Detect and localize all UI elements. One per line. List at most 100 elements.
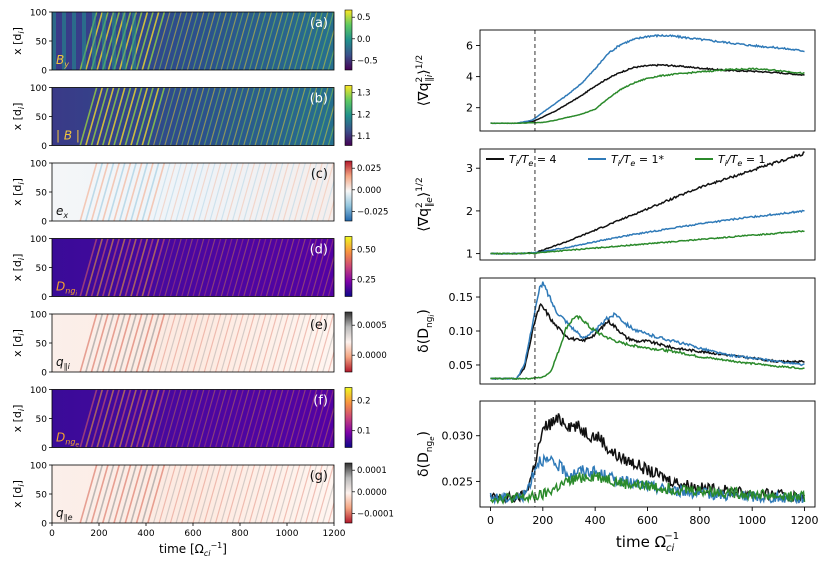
wave-stripe — [214, 389, 233, 448]
wave-stripe — [248, 87, 267, 146]
wave-stripe — [220, 87, 239, 146]
wave-stripe — [305, 12, 323, 70]
wave-stripe — [158, 238, 177, 297]
y-tick-label: 4 — [466, 71, 473, 84]
wave-stripe — [198, 12, 216, 70]
wave-stripe — [124, 314, 143, 372]
line-panel: 2 4 6 ⟨∇q2∥i⟩1/2 — [415, 29, 816, 132]
y-axis-label: ⟨∇q2∥i⟩1/2 — [415, 55, 435, 106]
wave-stripe — [147, 389, 166, 448]
wave-stripe — [90, 465, 109, 523]
panel-quantity-label: | B | — [56, 129, 80, 143]
wave-stripe — [169, 238, 188, 297]
x-tick-label: 600 — [637, 514, 658, 527]
wave-stripe — [135, 163, 154, 221]
wave-stripe — [158, 314, 177, 372]
wave-stripe — [248, 163, 267, 221]
heatmap-panel: (e) q∥i 0 50 100 x [di] 0.0005 0.0000 — [11, 311, 387, 379]
wave-stripe — [152, 465, 171, 523]
wave-stripe — [101, 238, 120, 297]
wave-stripe — [316, 163, 334, 221]
wave-stripe — [282, 389, 301, 448]
wave-stripe — [299, 238, 318, 297]
wave-stripe — [243, 87, 261, 146]
wave-band — [122, 12, 126, 70]
y-axis-label: ⟨∇q2∥e⟩1/2 — [415, 177, 435, 231]
x-axis-label: time Ωci−1 — [616, 531, 679, 554]
wave-stripe — [254, 87, 273, 146]
y-tick-label: 0 — [41, 520, 47, 530]
wave-stripe — [192, 314, 211, 372]
wave-stripe — [175, 238, 194, 297]
wave-stripe — [181, 238, 199, 297]
wave-stripe — [277, 12, 295, 70]
wave-stripe — [226, 465, 244, 523]
wave-stripe — [254, 314, 273, 372]
y-tick-label: 2 — [466, 205, 473, 218]
series-line — [490, 67, 805, 125]
wave-stripe — [152, 238, 171, 297]
wave-band — [82, 12, 86, 70]
wave-stripe — [181, 389, 199, 448]
wave-stripe — [101, 314, 120, 372]
wave-stripe — [271, 87, 289, 146]
wave-band — [72, 12, 76, 70]
wave-stripe — [327, 123, 334, 146]
colorbar-tick-label: 0.2 — [357, 397, 371, 407]
wave-stripe — [101, 465, 120, 523]
wave-stripe — [198, 314, 216, 372]
wave-stripe — [288, 314, 306, 372]
wave-stripe — [277, 465, 295, 523]
colorbar-tick-label: −0.025 — [357, 207, 388, 217]
wave-stripe — [310, 465, 329, 523]
y-axis-label: x [di] — [11, 405, 26, 433]
wave-stripe — [305, 238, 323, 297]
wave-stripe — [192, 389, 211, 448]
wave-stripe — [226, 12, 244, 70]
colorbar-tick-label: 0.25 — [357, 276, 376, 286]
wave-stripe — [214, 238, 233, 297]
wave-band — [62, 12, 66, 70]
wave-stripe — [203, 465, 222, 523]
x-axis-label: time [Ωci−1] — [159, 541, 227, 558]
wave-stripe — [322, 179, 334, 221]
wave-stripe — [226, 238, 244, 297]
wave-stripe — [322, 330, 334, 372]
line-panel: 0.025 0.030 δ(Dnge) 0 200 400 600 800 1000 1200 ti… — [416, 400, 819, 554]
wave-stripe — [260, 465, 278, 523]
wave-stripe — [322, 28, 334, 70]
wave-stripe — [186, 389, 205, 448]
x-tick-label: 800 — [689, 514, 710, 527]
wave-stripe — [169, 314, 188, 372]
wave-stripe — [277, 238, 295, 297]
wave-stripe — [327, 349, 334, 372]
panel-quantity-label: By — [56, 53, 69, 69]
wave-stripe — [198, 163, 216, 221]
wave-stripe — [85, 465, 104, 523]
wave-stripe — [310, 238, 329, 297]
wave-stripe — [118, 314, 137, 372]
series-line — [490, 209, 805, 255]
wave-stripe — [164, 465, 182, 523]
line-panel: 1 2 3 ⟨∇q2∥e⟩1/2 Ti/Te = 4 Ti/Te = 1* Ti/Te = … — [415, 148, 816, 261]
panel-frame — [479, 277, 816, 385]
wave-stripe — [107, 87, 126, 146]
series-line — [489, 470, 806, 505]
wave-stripe — [130, 465, 149, 523]
wave-stripe — [220, 238, 239, 297]
wave-stripe — [243, 314, 261, 372]
wave-stripe — [85, 314, 104, 372]
wave-stripe — [271, 163, 289, 221]
y-tick-label: 100 — [30, 9, 47, 19]
wave-stripe — [220, 163, 239, 221]
colorbar-tick-label: 0.1 — [357, 427, 371, 437]
wave-stripe — [118, 87, 137, 146]
colorbar — [344, 387, 353, 448]
panel-tag: (a) — [310, 16, 328, 31]
wave-stripe — [147, 238, 166, 297]
wave-stripe — [85, 87, 104, 146]
left-heatmap-stack: (a) By 0 50 100 x [di] 0.5 0.0 −0.5 (b) | B | 0 50 10… — [11, 9, 394, 559]
wave-stripe — [327, 500, 334, 523]
panel-quantity-label: Dngi — [56, 280, 77, 298]
y-axis-label: x [di] — [11, 103, 26, 131]
